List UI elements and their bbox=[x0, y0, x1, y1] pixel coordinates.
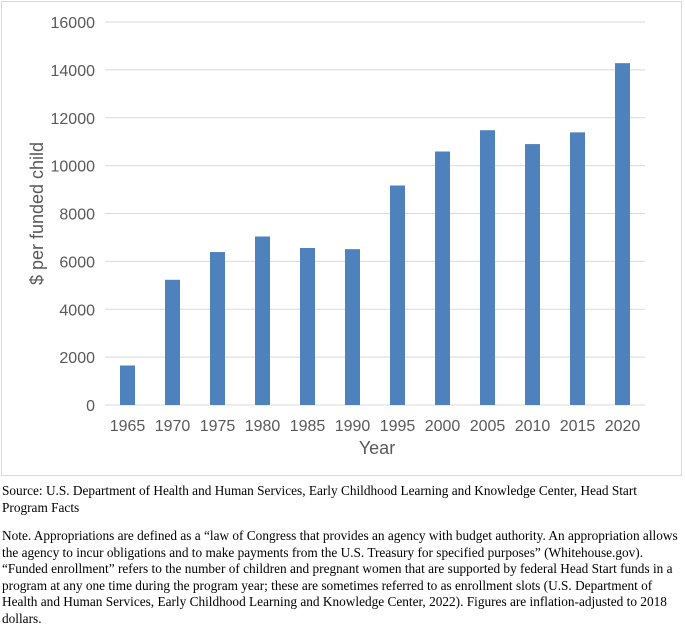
bar-1995 bbox=[390, 185, 405, 405]
bar-1990 bbox=[345, 249, 360, 405]
x-tick-label: 2020 bbox=[605, 418, 641, 435]
y-tick-label: 4000 bbox=[59, 302, 95, 319]
y-tick-labels: 0 2000 4000 6000 8000 10000 12000 14000 16000 bbox=[51, 15, 96, 415]
bar-2000 bbox=[435, 151, 450, 405]
bar-1980 bbox=[255, 236, 270, 405]
x-tick-labels: 1965 1970 1975 1980 1985 1990 1995 2000 2005 2010… bbox=[110, 418, 641, 435]
x-axis-title: Year bbox=[359, 438, 395, 458]
bar-2015 bbox=[570, 132, 585, 405]
source-caption: Source: U.S. Department of Health and Hu… bbox=[2, 483, 637, 515]
y-tick-label: 6000 bbox=[59, 254, 95, 271]
x-tick-label: 1975 bbox=[200, 418, 236, 435]
bars bbox=[120, 63, 630, 406]
note-caption: Note. Appropriations are defined as a “l… bbox=[2, 528, 678, 626]
y-tick-label: 2000 bbox=[59, 350, 95, 367]
y-tick-label: 14000 bbox=[51, 63, 96, 80]
bar-1985 bbox=[300, 247, 315, 405]
bar-1965 bbox=[120, 365, 135, 405]
bar-1975 bbox=[210, 252, 225, 405]
x-tick-label: 1985 bbox=[290, 418, 326, 435]
bar-2005 bbox=[480, 130, 495, 405]
x-tick-label: 1970 bbox=[155, 418, 191, 435]
bar-1970 bbox=[165, 279, 180, 405]
y-tick-label: 16000 bbox=[51, 15, 96, 32]
x-tick-label: 1965 bbox=[110, 418, 146, 435]
x-tick-label: 1980 bbox=[245, 418, 281, 435]
y-axis-title: $ per funded child bbox=[27, 142, 47, 285]
y-tick-label: 8000 bbox=[59, 207, 95, 224]
x-tick-label: 2010 bbox=[515, 418, 551, 435]
x-tick-label: 1995 bbox=[380, 418, 416, 435]
chart-container: 0 2000 4000 6000 8000 10000 12000 14000 16000 19… bbox=[1, 1, 682, 476]
bar-2020 bbox=[615, 63, 630, 406]
y-tick-label: 12000 bbox=[51, 111, 96, 128]
x-tick-label: 2015 bbox=[560, 418, 596, 435]
y-tick-label: 10000 bbox=[51, 159, 96, 176]
bar-2010 bbox=[525, 144, 540, 406]
x-tick-label: 2005 bbox=[470, 418, 506, 435]
gridlines bbox=[105, 21, 645, 406]
y-tick-label: 0 bbox=[86, 398, 95, 415]
bar-chart: 0 2000 4000 6000 8000 10000 12000 14000 16000 19… bbox=[27, 15, 645, 458]
x-tick-label: 2000 bbox=[425, 418, 461, 435]
x-tick-label: 1990 bbox=[335, 418, 371, 435]
